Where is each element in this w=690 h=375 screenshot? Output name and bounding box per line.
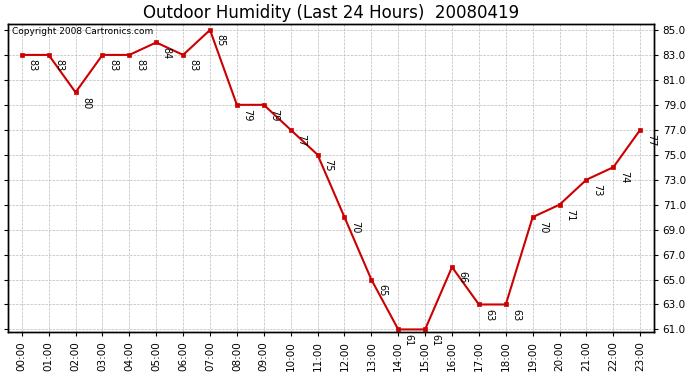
Text: 79: 79: [269, 109, 279, 122]
Text: 61: 61: [431, 334, 441, 346]
Text: 83: 83: [55, 59, 64, 71]
Text: 77: 77: [296, 134, 306, 147]
Text: 74: 74: [619, 171, 629, 184]
Text: 83: 83: [135, 59, 145, 71]
Text: 75: 75: [323, 159, 333, 171]
Text: 71: 71: [565, 209, 575, 221]
Text: 63: 63: [484, 309, 495, 321]
Text: 85: 85: [215, 34, 226, 46]
Text: 84: 84: [161, 46, 172, 59]
Text: 70: 70: [538, 221, 549, 234]
Text: 66: 66: [457, 271, 468, 284]
Text: 65: 65: [377, 284, 387, 296]
Text: 79: 79: [242, 109, 253, 122]
Text: 83: 83: [188, 59, 199, 71]
Text: 61: 61: [404, 334, 414, 346]
Text: 73: 73: [592, 184, 602, 196]
Text: 83: 83: [28, 59, 37, 71]
Text: Copyright 2008 Cartronics.com: Copyright 2008 Cartronics.com: [12, 27, 152, 36]
Text: 63: 63: [511, 309, 522, 321]
Text: 70: 70: [350, 221, 360, 234]
Title: Outdoor Humidity (Last 24 Hours)  20080419: Outdoor Humidity (Last 24 Hours) 2008041…: [143, 4, 519, 22]
Text: 77: 77: [646, 134, 656, 147]
Text: 80: 80: [81, 96, 91, 109]
Text: 83: 83: [108, 59, 118, 71]
